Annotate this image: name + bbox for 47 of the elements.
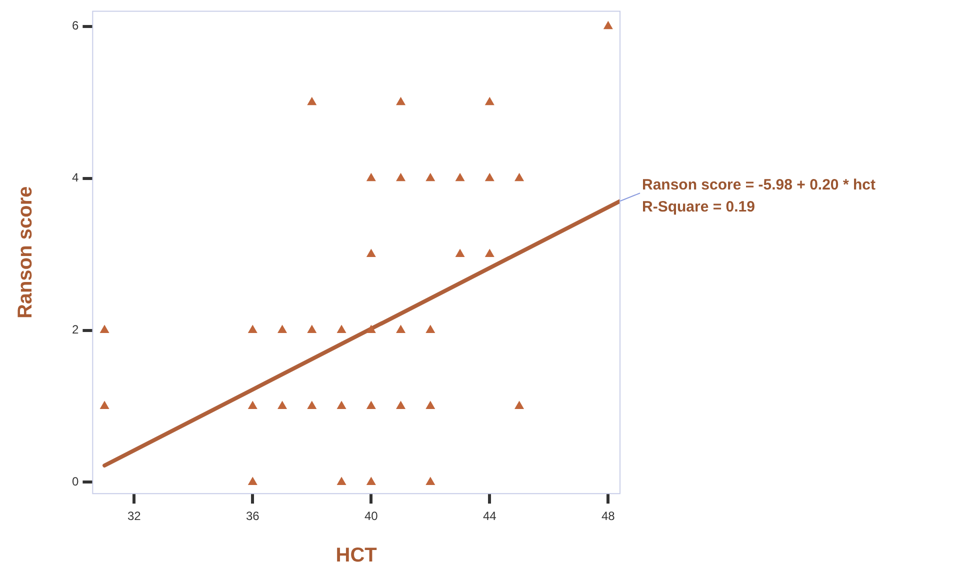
point xyxy=(308,401,316,409)
point xyxy=(366,477,376,485)
x-tick-label: 32 xyxy=(127,509,142,524)
point xyxy=(366,401,376,409)
point xyxy=(396,401,406,409)
annotation: Ranson score = -5.98 + 0.20 * hct xyxy=(642,176,876,194)
point xyxy=(485,249,494,258)
point xyxy=(456,173,464,182)
x-tick-label: 40 xyxy=(364,509,378,524)
y-axis-title: Ranson score xyxy=(14,186,37,319)
point xyxy=(278,401,287,409)
y-tick-label: 2 xyxy=(72,322,79,337)
point xyxy=(396,325,406,334)
point xyxy=(100,325,109,334)
point xyxy=(366,325,376,334)
y-tick-label: 0 xyxy=(72,474,79,489)
point xyxy=(248,477,258,485)
point xyxy=(366,249,376,258)
point xyxy=(456,249,464,258)
x-tick-label: 44 xyxy=(482,509,497,524)
point xyxy=(426,477,435,485)
point xyxy=(337,401,346,409)
point xyxy=(485,173,494,182)
x-tick-label: 36 xyxy=(246,509,260,524)
point xyxy=(396,173,406,182)
point xyxy=(514,401,524,409)
point xyxy=(426,325,435,334)
point xyxy=(426,401,435,409)
text: R-Square = 0.19 xyxy=(642,198,755,216)
point xyxy=(366,173,376,182)
point xyxy=(308,325,316,334)
x-tick-label: 48 xyxy=(601,509,616,524)
point xyxy=(604,21,613,30)
point xyxy=(308,97,316,106)
y-tick-label: 4 xyxy=(72,170,79,185)
point xyxy=(485,97,494,106)
y-tick-label: 6 xyxy=(72,18,79,33)
point xyxy=(396,97,406,106)
point xyxy=(248,401,258,409)
point xyxy=(278,325,287,334)
point xyxy=(514,173,524,182)
point xyxy=(426,173,435,182)
point xyxy=(100,401,109,409)
point xyxy=(248,325,258,334)
point xyxy=(337,325,346,334)
point xyxy=(337,477,346,485)
x-axis-title: HCT xyxy=(336,544,377,567)
